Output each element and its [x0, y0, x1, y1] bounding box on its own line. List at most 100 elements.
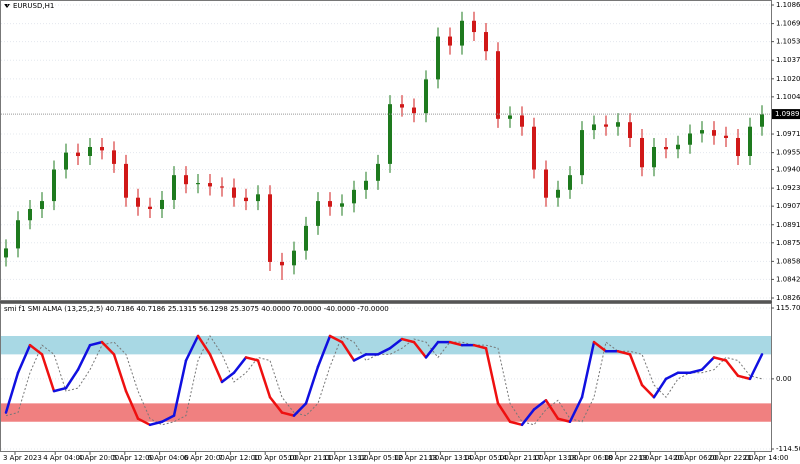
y-tick-label: 1.10535	[776, 38, 800, 46]
smi-segment	[88, 340, 104, 347]
candle-body	[712, 130, 716, 136]
smi-segment	[568, 395, 584, 423]
smi-segment	[520, 408, 536, 427]
smi-segment	[616, 350, 632, 356]
smi-segment	[424, 340, 440, 359]
candle-body	[700, 130, 704, 134]
smi-segment	[160, 414, 176, 423]
smi-segment	[196, 334, 212, 356]
candle-body	[580, 130, 584, 176]
candle-body	[688, 133, 692, 145]
candle-body	[616, 122, 620, 127]
y-tick-label: 115.7021	[776, 304, 800, 312]
smi-segment	[496, 402, 512, 423]
candle-body	[412, 107, 416, 114]
candle-body	[592, 124, 596, 131]
x-tick-label: 3 Apr 2023	[3, 454, 42, 462]
candle-body	[196, 183, 200, 185]
smi-segment	[712, 356, 728, 362]
smi-segment	[328, 334, 344, 344]
candle-body	[376, 163, 380, 181]
smi-segment	[220, 371, 236, 384]
x-tick-label: 14 Apr 05:00	[463, 454, 509, 462]
menu-arrow[interactable]	[4, 4, 10, 8]
smi-segment	[592, 340, 608, 353]
candle-body	[484, 32, 488, 52]
smi-segment	[16, 343, 32, 374]
y-tick-label: -114.5082	[776, 445, 800, 453]
smi-segment	[508, 420, 524, 427]
candle-body	[760, 114, 764, 127]
smi-segment	[292, 402, 308, 417]
candle-body	[184, 175, 188, 185]
smi-segment	[100, 340, 116, 356]
y-tick-label: 1.10370	[776, 56, 800, 64]
smi-segment	[232, 356, 248, 374]
smi-segment	[580, 340, 596, 399]
candle-body	[220, 186, 224, 188]
smi-segment	[280, 411, 296, 417]
y-tick-label: 1.09075	[776, 202, 800, 210]
candle-body	[304, 225, 308, 251]
candle-body	[4, 248, 8, 258]
candle-body	[292, 250, 296, 266]
candle-body	[280, 261, 284, 266]
candle-body	[724, 135, 728, 138]
x-tick-label: 18 Apr 22:00	[604, 454, 650, 462]
smi-segment	[28, 343, 44, 356]
x-tick-label: 14 Apr 21:00	[498, 454, 544, 462]
candle-body	[256, 194, 260, 202]
x-tick-label: 13 Apr 13:00	[428, 454, 474, 462]
smi-segment	[400, 337, 416, 344]
candle-body	[424, 79, 428, 114]
smi-segment	[628, 353, 644, 387]
smi-segment	[748, 353, 764, 381]
candle-body	[172, 175, 176, 200]
smi-segment	[388, 337, 404, 350]
candle-body	[532, 126, 536, 170]
x-tick-label: 11 Apr 13:00	[323, 454, 369, 462]
smi-segment	[124, 389, 140, 420]
candle-body	[628, 122, 632, 138]
x-tick-label: 6 Apr 04:00	[148, 454, 189, 462]
candle-body	[448, 36, 452, 46]
y-tick-label: 1.08585	[776, 257, 800, 265]
smi-segment	[448, 340, 464, 347]
level-band	[1, 335, 771, 355]
candle-body	[748, 126, 752, 157]
candle-body	[124, 163, 128, 198]
smi-segment	[244, 356, 260, 362]
chart-title: EURUSD,H1	[13, 2, 54, 10]
smi-segment	[208, 353, 224, 384]
y-tick-label: 1.08750	[776, 239, 800, 247]
candle-body	[640, 137, 644, 168]
candle-body	[736, 137, 740, 157]
price-panel-frame	[0, 0, 772, 301]
indicator-title: smi f1 SMI ALMA (13,25,2,5) 40.7186 40.7…	[4, 305, 389, 313]
x-tick-label: 18 Apr 06:00	[568, 454, 614, 462]
smi-segment	[184, 334, 200, 362]
candle-body	[328, 201, 332, 207]
smi-segment	[268, 395, 284, 414]
smi-segment	[652, 377, 668, 399]
candle-body	[568, 175, 572, 190]
smi-segment	[532, 399, 548, 411]
x-tick-label: 20 Apr 22:00	[708, 454, 754, 462]
candle-body	[76, 152, 80, 157]
smi-segment	[256, 359, 272, 399]
x-tick-label: 17 Apr 13:00	[533, 454, 579, 462]
smi-segment	[376, 346, 392, 356]
signal-line	[5, 334, 763, 426]
candle-body	[112, 150, 116, 164]
y-tick-label: 1.10205	[776, 75, 800, 83]
x-tick-label: 12 Apr 21:00	[394, 454, 440, 462]
x-tick-label: 6 Apr 20:00	[184, 454, 225, 462]
candle-body	[652, 146, 656, 168]
candle-body	[352, 189, 356, 204]
candle-body	[340, 203, 344, 207]
candle-body	[472, 20, 476, 33]
smi-segment	[304, 365, 320, 405]
y-tick-label: 1.09400	[776, 166, 800, 174]
